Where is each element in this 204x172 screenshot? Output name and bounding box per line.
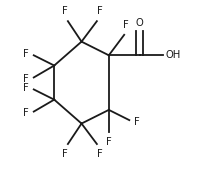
- Text: F: F: [23, 83, 29, 93]
- Text: F: F: [23, 74, 29, 84]
- Text: OH: OH: [165, 50, 180, 60]
- Text: F: F: [23, 49, 29, 59]
- Text: O: O: [136, 18, 143, 28]
- Text: F: F: [23, 108, 29, 118]
- Text: F: F: [98, 149, 103, 159]
- Text: F: F: [123, 20, 129, 30]
- Text: F: F: [62, 6, 67, 16]
- Text: F: F: [62, 149, 67, 159]
- Text: F: F: [134, 117, 140, 127]
- Text: F: F: [106, 137, 112, 147]
- Text: F: F: [98, 6, 103, 16]
